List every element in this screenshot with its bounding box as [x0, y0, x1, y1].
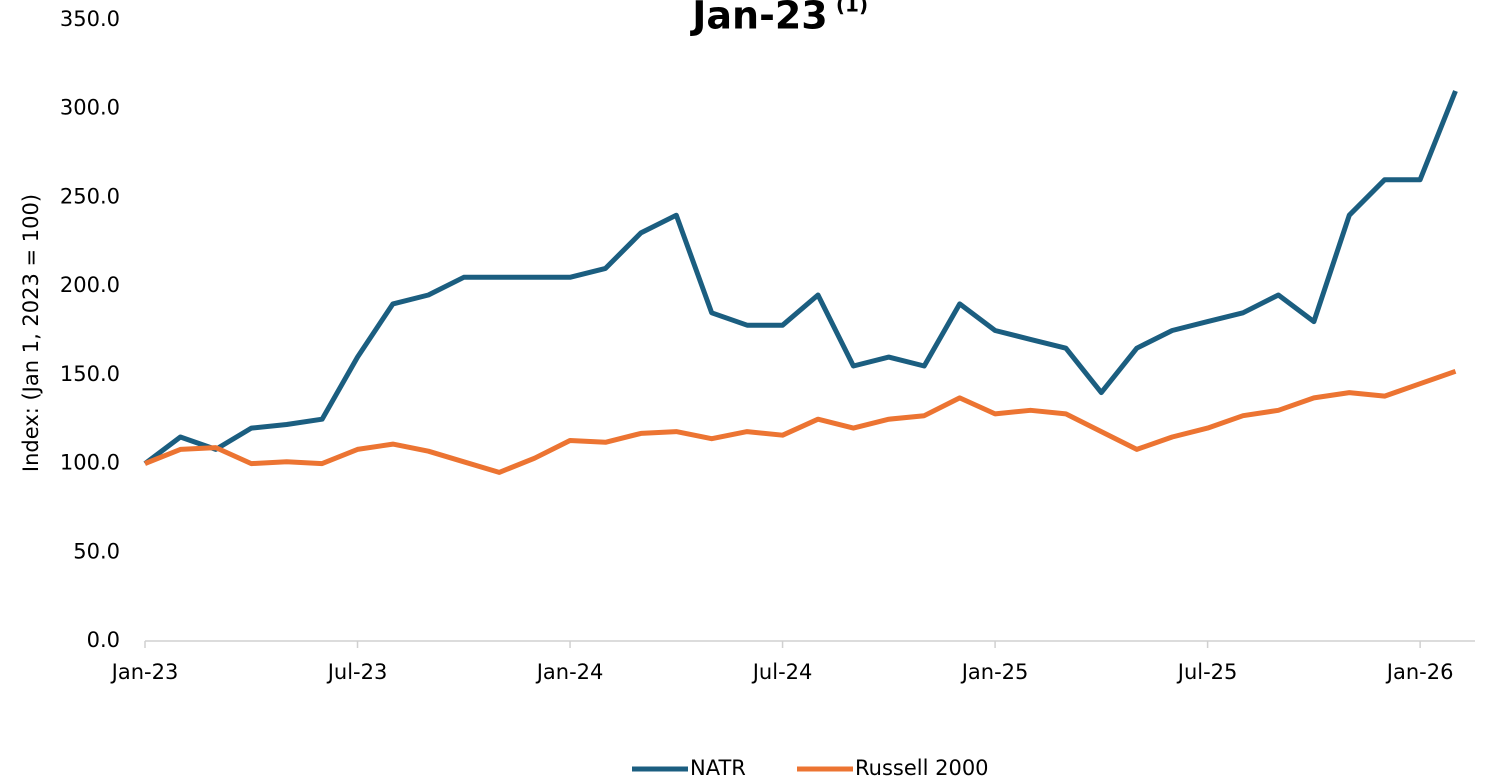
series-line — [144, 368, 1457, 475]
chart-title: Jan-23 — [689, 0, 828, 38]
y-tick-label: 250.0 — [60, 184, 120, 208]
x-tick-label: Jan-24 — [535, 660, 604, 684]
x-tick-label: Jul-23 — [326, 660, 388, 684]
y-tick-label: 0.0 — [87, 628, 120, 652]
x-tick-label: Jan-26 — [1385, 660, 1454, 684]
x-tick-label: Jul-24 — [751, 660, 813, 684]
legend-label: NATR — [690, 756, 746, 780]
title-note: (1) — [836, 0, 868, 17]
x-tick-label: Jul-25 — [1176, 660, 1238, 684]
y-axis-label: Index: (Jan 1, 2023 = 100) — [19, 194, 43, 472]
y-tick-label: 100.0 — [60, 451, 120, 475]
y-tick-label: 200.0 — [60, 273, 120, 297]
legend-label: Russell 2000 — [855, 756, 989, 780]
x-tick-label: Jan-23 — [110, 660, 179, 684]
y-tick-label: 300.0 — [60, 96, 120, 120]
y-tick-label: 350.0 — [60, 7, 120, 31]
y-tick-label: 50.0 — [73, 539, 120, 563]
y-tick-label: 150.0 — [60, 362, 120, 386]
series-line — [143, 90, 1458, 466]
x-tick-label: Jan-25 — [960, 660, 1029, 684]
